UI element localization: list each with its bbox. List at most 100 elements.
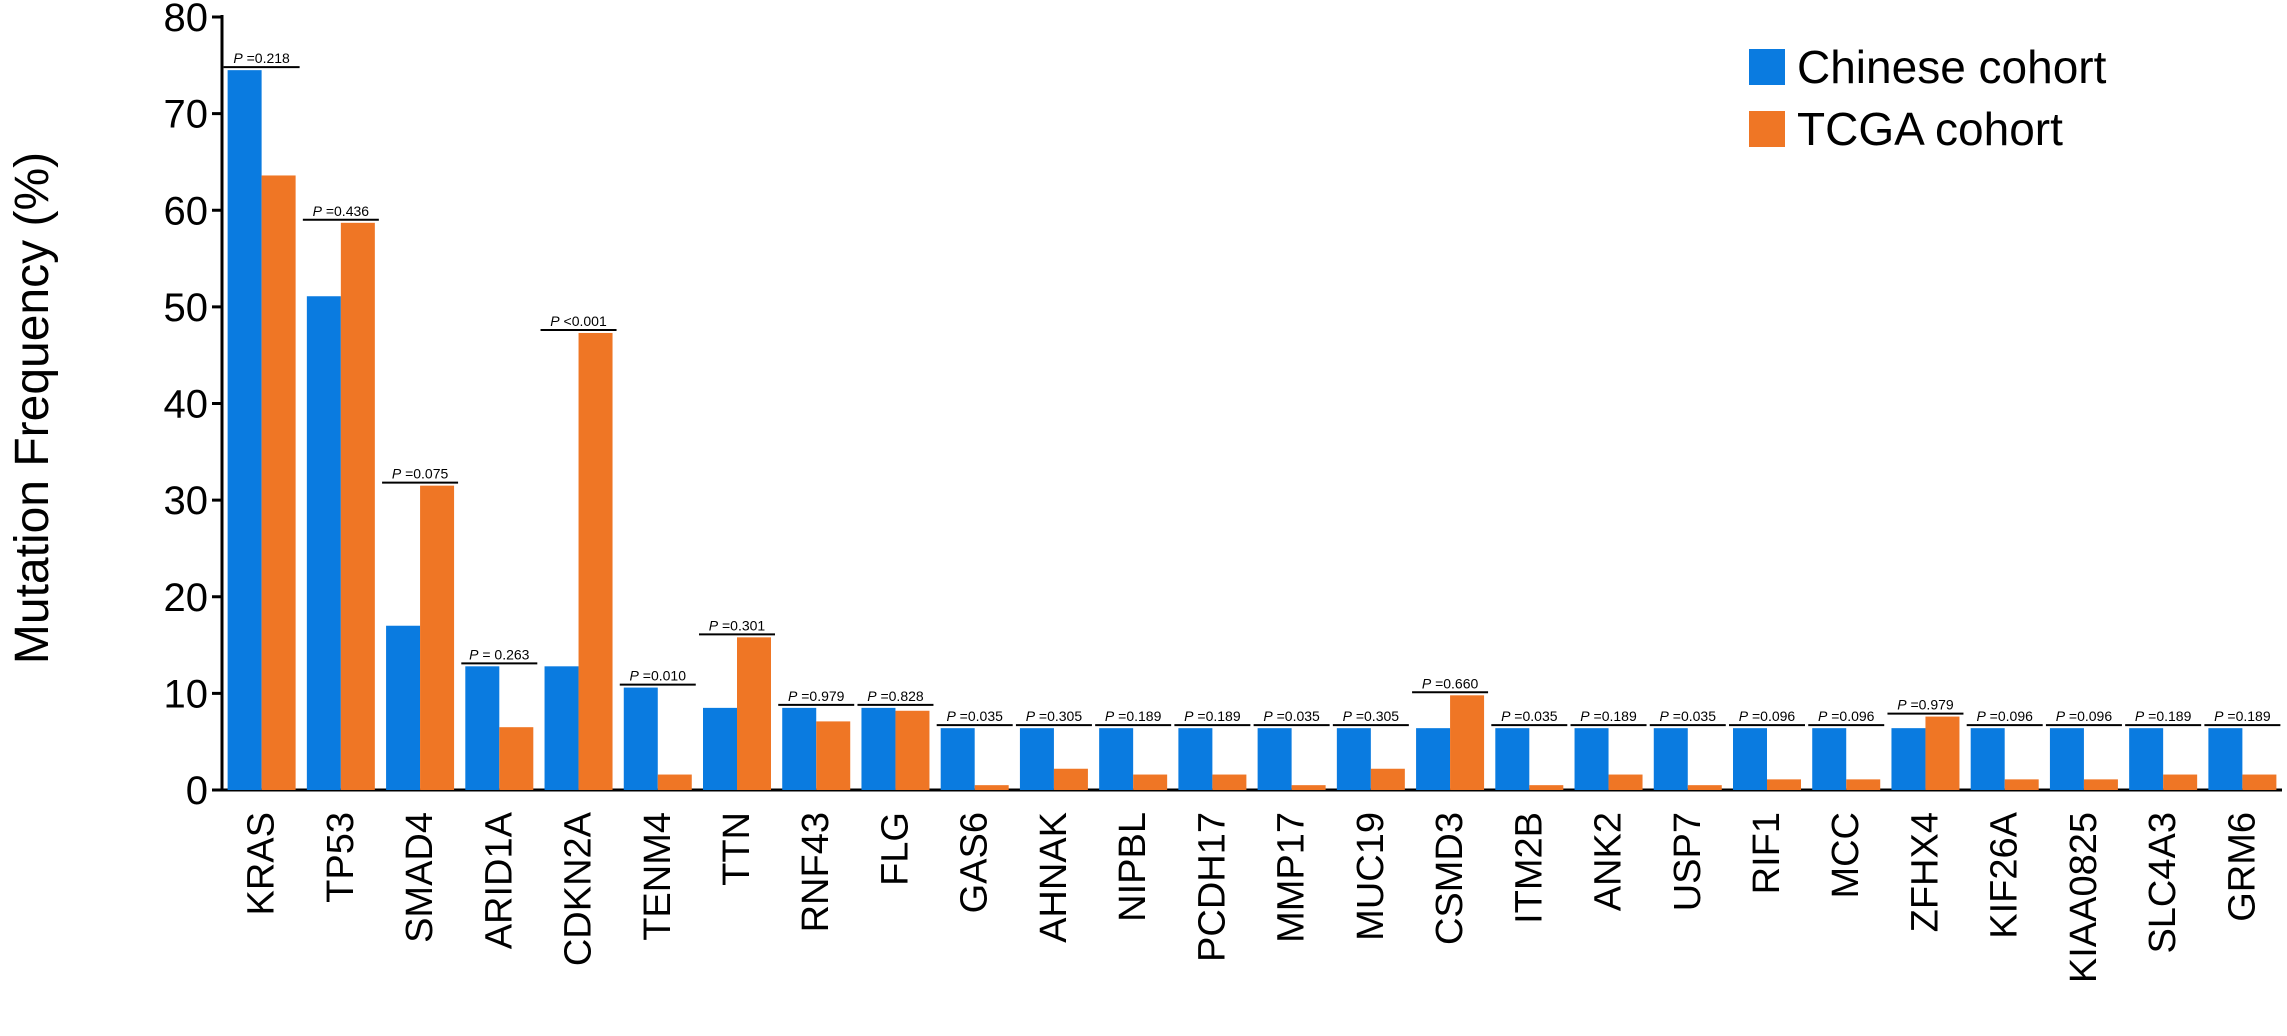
bar-tcga-ttn <box>737 637 771 790</box>
p-value-label: P =0.660 <box>1422 675 1479 691</box>
p-value-label: P =0.218 <box>233 50 290 66</box>
bar-chinese-zfhx4 <box>1891 728 1926 790</box>
x-tick-label: RNF43 <box>795 812 837 932</box>
bar-chinese-csmd3 <box>1416 728 1451 790</box>
x-tick-label: TENM4 <box>637 812 679 941</box>
bar-chinese-smad4 <box>386 625 421 790</box>
bar-tcga-nipbl <box>1133 774 1168 790</box>
x-tick-label: KIAA0825 <box>2063 812 2105 983</box>
p-value-label: P =0.035 <box>1263 708 1320 724</box>
bar-chinese-tenm4 <box>623 687 658 790</box>
p-value-label: P =0.189 <box>1105 708 1162 724</box>
x-tick-label: SLC4A3 <box>2142 812 2184 954</box>
bar-tcga-cdkn2a <box>578 332 613 790</box>
bar-chinese-slc4a3 <box>2129 728 2164 790</box>
p-value-label: P =0.189 <box>2135 708 2192 724</box>
bar-chinese-grm6 <box>2208 728 2243 790</box>
plot-area: 0 10 20 30 40 50 60 70 80 KRAS P =0.218 TP53 P =0.43… <box>164 0 2282 983</box>
bar-tcga-csmd3 <box>1450 695 1485 790</box>
p-value-label: P =0.035 <box>1660 708 1717 724</box>
bar-tcga-gas6 <box>974 785 1009 790</box>
bar-tcga-tenm4 <box>657 774 692 790</box>
bar-chinese-ank2 <box>1574 728 1609 790</box>
bar-chinese-nipbl <box>1099 728 1134 790</box>
x-tick-label: SMAD4 <box>399 812 441 943</box>
bar-chinese-mmp17 <box>1257 728 1292 790</box>
bar-chinese-flg <box>861 707 896 790</box>
x-tick-label: TTN <box>716 812 758 886</box>
p-value-label: P =0.096 <box>1976 708 2033 724</box>
p-value-label: P =0.305 <box>1026 708 1083 724</box>
bar-tcga-flg <box>895 710 930 790</box>
legend-swatch-chinese <box>1749 49 1785 85</box>
legend-swatch-tcga <box>1749 111 1785 147</box>
bar-tcga-tp53 <box>340 222 375 790</box>
p-value-label: P =0.010 <box>630 668 687 684</box>
p-value-label: P =0.096 <box>1818 708 1875 724</box>
p-value-label: P =0.096 <box>2056 708 2113 724</box>
x-tick-label: KIF26A <box>1984 811 2026 938</box>
bar-chinese-kif26a <box>1970 728 2005 790</box>
x-tick-label: ANK2 <box>1588 812 1630 911</box>
x-tick-label: MUC19 <box>1350 812 1392 941</box>
x-tick-label: FLG <box>874 812 916 886</box>
y-tick-label: 20 <box>164 576 209 620</box>
bar-tcga-pcdh17 <box>1212 774 1247 790</box>
bar-chinese-muc19 <box>1336 728 1371 790</box>
bar-chinese-ttn <box>703 707 737 790</box>
bar-tcga-kras <box>261 175 296 791</box>
bar-tcga-rif1 <box>1767 779 1801 790</box>
x-tick-label: ITM2B <box>1508 812 1550 924</box>
p-value-label: P =0.075 <box>392 466 449 482</box>
x-tick-label: RIF1 <box>1746 812 1788 894</box>
y-tick-label: 60 <box>164 189 209 233</box>
bar-tcga-grm6 <box>2242 774 2277 790</box>
legend-label-tcga: TCGA cohort <box>1797 103 2063 155</box>
x-tick-label: GRM6 <box>2221 812 2263 922</box>
bar-chinese-usp7 <box>1653 728 1688 790</box>
p-value-label: P =0.189 <box>2214 708 2271 724</box>
p-value-label: P =0.828 <box>867 688 924 704</box>
bar-chinese-pcdh17 <box>1178 728 1213 790</box>
x-tick-label: PCDH17 <box>1191 812 1233 962</box>
y-tick-label: 40 <box>164 383 209 427</box>
x-tick-label: GAS6 <box>954 812 996 913</box>
x-tick-label: MMP17 <box>1271 812 1313 943</box>
bar-tcga-kif26a <box>2004 779 2039 790</box>
bar-tcga-usp7 <box>1687 785 1722 790</box>
bar-chinese-arid1a <box>465 666 500 790</box>
p-value-label: P =0.035 <box>1501 708 1558 724</box>
bar-tcga-rnf43 <box>816 721 851 790</box>
bar-chinese-kiaa0825 <box>2049 728 2084 790</box>
x-tick-label: NIPBL <box>1112 812 1154 922</box>
x-tick-label: KRAS <box>241 812 283 915</box>
bar-tcga-muc19 <box>1370 768 1405 790</box>
bar-chinese-mcc <box>1812 728 1847 790</box>
y-tick-label: 10 <box>164 672 209 716</box>
bar-tcga-smad4 <box>420 485 455 790</box>
x-tick-label: CDKN2A <box>558 811 600 966</box>
bar-chinese-gas6 <box>940 728 975 790</box>
bar-chinese-rnf43 <box>782 707 817 790</box>
y-tick-label: 50 <box>164 286 209 330</box>
p-value-label: P =0.305 <box>1343 708 1400 724</box>
x-tick-label: ZFHX4 <box>1904 812 1946 932</box>
p-value-label: P =0.979 <box>788 688 845 704</box>
y-tick-label: 0 <box>186 769 208 813</box>
x-tick-label: MCC <box>1825 812 1867 899</box>
x-tick-label: ARID1A <box>478 811 520 949</box>
x-tick-label: TP53 <box>320 812 362 903</box>
bar-tcga-itm2b <box>1529 785 1564 790</box>
p-value-label: P <0.001 <box>550 313 607 329</box>
bar-tcga-arid1a <box>499 727 534 790</box>
bar-tcga-slc4a3 <box>2163 774 2198 790</box>
x-tick-label: USP7 <box>1667 812 1709 911</box>
y-axis-label: Mutation Frequency (%) <box>6 152 59 664</box>
bar-chinese-tp53 <box>306 296 341 790</box>
p-value-label: P =0.436 <box>313 203 370 219</box>
bar-tcga-kiaa0825 <box>2083 779 2118 790</box>
bar-tcga-ank2 <box>1608 774 1643 790</box>
legend: Chinese cohort TCGA cohort <box>1749 41 2107 155</box>
y-tick-label: 70 <box>164 93 209 137</box>
